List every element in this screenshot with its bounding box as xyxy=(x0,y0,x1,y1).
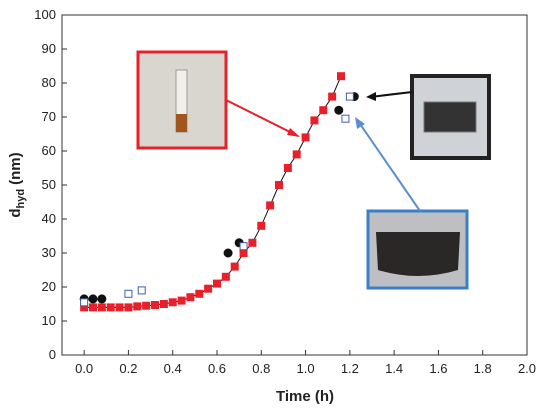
y-label-main: d xyxy=(7,208,24,217)
point xyxy=(213,279,221,288)
point xyxy=(319,106,328,115)
vial-liquid xyxy=(176,114,187,132)
point xyxy=(177,296,186,305)
point xyxy=(115,303,124,312)
point xyxy=(275,181,283,189)
point xyxy=(334,105,344,115)
arrow-black xyxy=(369,91,413,98)
x-tick-label: 0.2 xyxy=(119,361,137,376)
x-tick-label: 1.6 xyxy=(429,361,447,376)
point xyxy=(186,293,195,302)
y-tick-label: 100 xyxy=(34,7,56,22)
x-tick-label: 2.0 xyxy=(518,361,536,376)
point xyxy=(89,303,97,312)
point xyxy=(168,298,177,307)
point xyxy=(133,302,142,311)
point xyxy=(337,72,345,81)
point xyxy=(239,242,248,251)
point xyxy=(257,221,266,230)
point xyxy=(80,298,89,307)
inset-black xyxy=(366,74,491,160)
point xyxy=(97,303,106,312)
point xyxy=(124,289,133,298)
y-tick-label: 40 xyxy=(42,211,56,226)
point xyxy=(248,238,257,247)
y-label-unit: (nm) xyxy=(7,152,24,185)
inset-blue xyxy=(355,117,469,290)
point xyxy=(88,294,98,304)
flask xyxy=(376,232,460,276)
point xyxy=(283,164,292,172)
y-tick-label: 30 xyxy=(42,245,56,260)
x-tick-label: 1.4 xyxy=(385,361,403,376)
x-tick-label: 0.0 xyxy=(75,361,93,376)
beaker xyxy=(423,101,477,133)
arrow-blue xyxy=(357,120,421,212)
point xyxy=(230,262,239,271)
x-tick-label: 0.8 xyxy=(252,361,270,376)
x-tick-label: 1.0 xyxy=(297,361,315,376)
point xyxy=(151,301,159,310)
y-tick-label: 0 xyxy=(49,347,56,362)
point xyxy=(223,248,233,258)
y-tick-label: 10 xyxy=(42,313,56,328)
point xyxy=(142,301,151,310)
point xyxy=(106,303,115,312)
point xyxy=(341,114,350,123)
arrow-red xyxy=(225,99,299,137)
y-tick-label: 60 xyxy=(42,143,56,158)
arrowhead xyxy=(287,128,300,137)
point xyxy=(97,294,107,304)
point xyxy=(292,150,301,159)
point xyxy=(195,289,204,298)
point xyxy=(310,116,319,125)
point xyxy=(301,133,310,142)
point xyxy=(345,92,354,101)
point xyxy=(221,272,230,281)
point xyxy=(266,201,275,210)
point xyxy=(159,300,168,308)
arrowhead xyxy=(366,92,376,101)
x-axis-label: Time (h) xyxy=(276,388,334,405)
point xyxy=(124,303,133,312)
x-tick-label: 1.8 xyxy=(474,361,492,376)
y-tick-label: 50 xyxy=(42,177,56,192)
y-axis-label: dhyd (nm) xyxy=(7,152,27,217)
point xyxy=(239,249,248,257)
y-tick-label: 70 xyxy=(42,109,56,124)
x-tick-label: 0.4 xyxy=(164,361,182,376)
plot-layer: 0 10 20 30 40 50 60 70 80 90 100 0.0 0.2 0.4 0.6 0.8 1.0… xyxy=(34,7,536,376)
point xyxy=(328,92,337,101)
x-tick-label: 1.2 xyxy=(341,361,359,376)
y-label-sub: hyd xyxy=(15,189,27,209)
y-tick-label: 80 xyxy=(42,75,56,90)
inset-red xyxy=(136,50,300,150)
point xyxy=(204,284,213,293)
y-tick-label: 90 xyxy=(42,41,56,56)
point xyxy=(137,286,146,295)
arrowhead xyxy=(355,117,365,129)
y-tick-label: 20 xyxy=(42,279,56,294)
x-tick-label: 0.6 xyxy=(208,361,226,376)
